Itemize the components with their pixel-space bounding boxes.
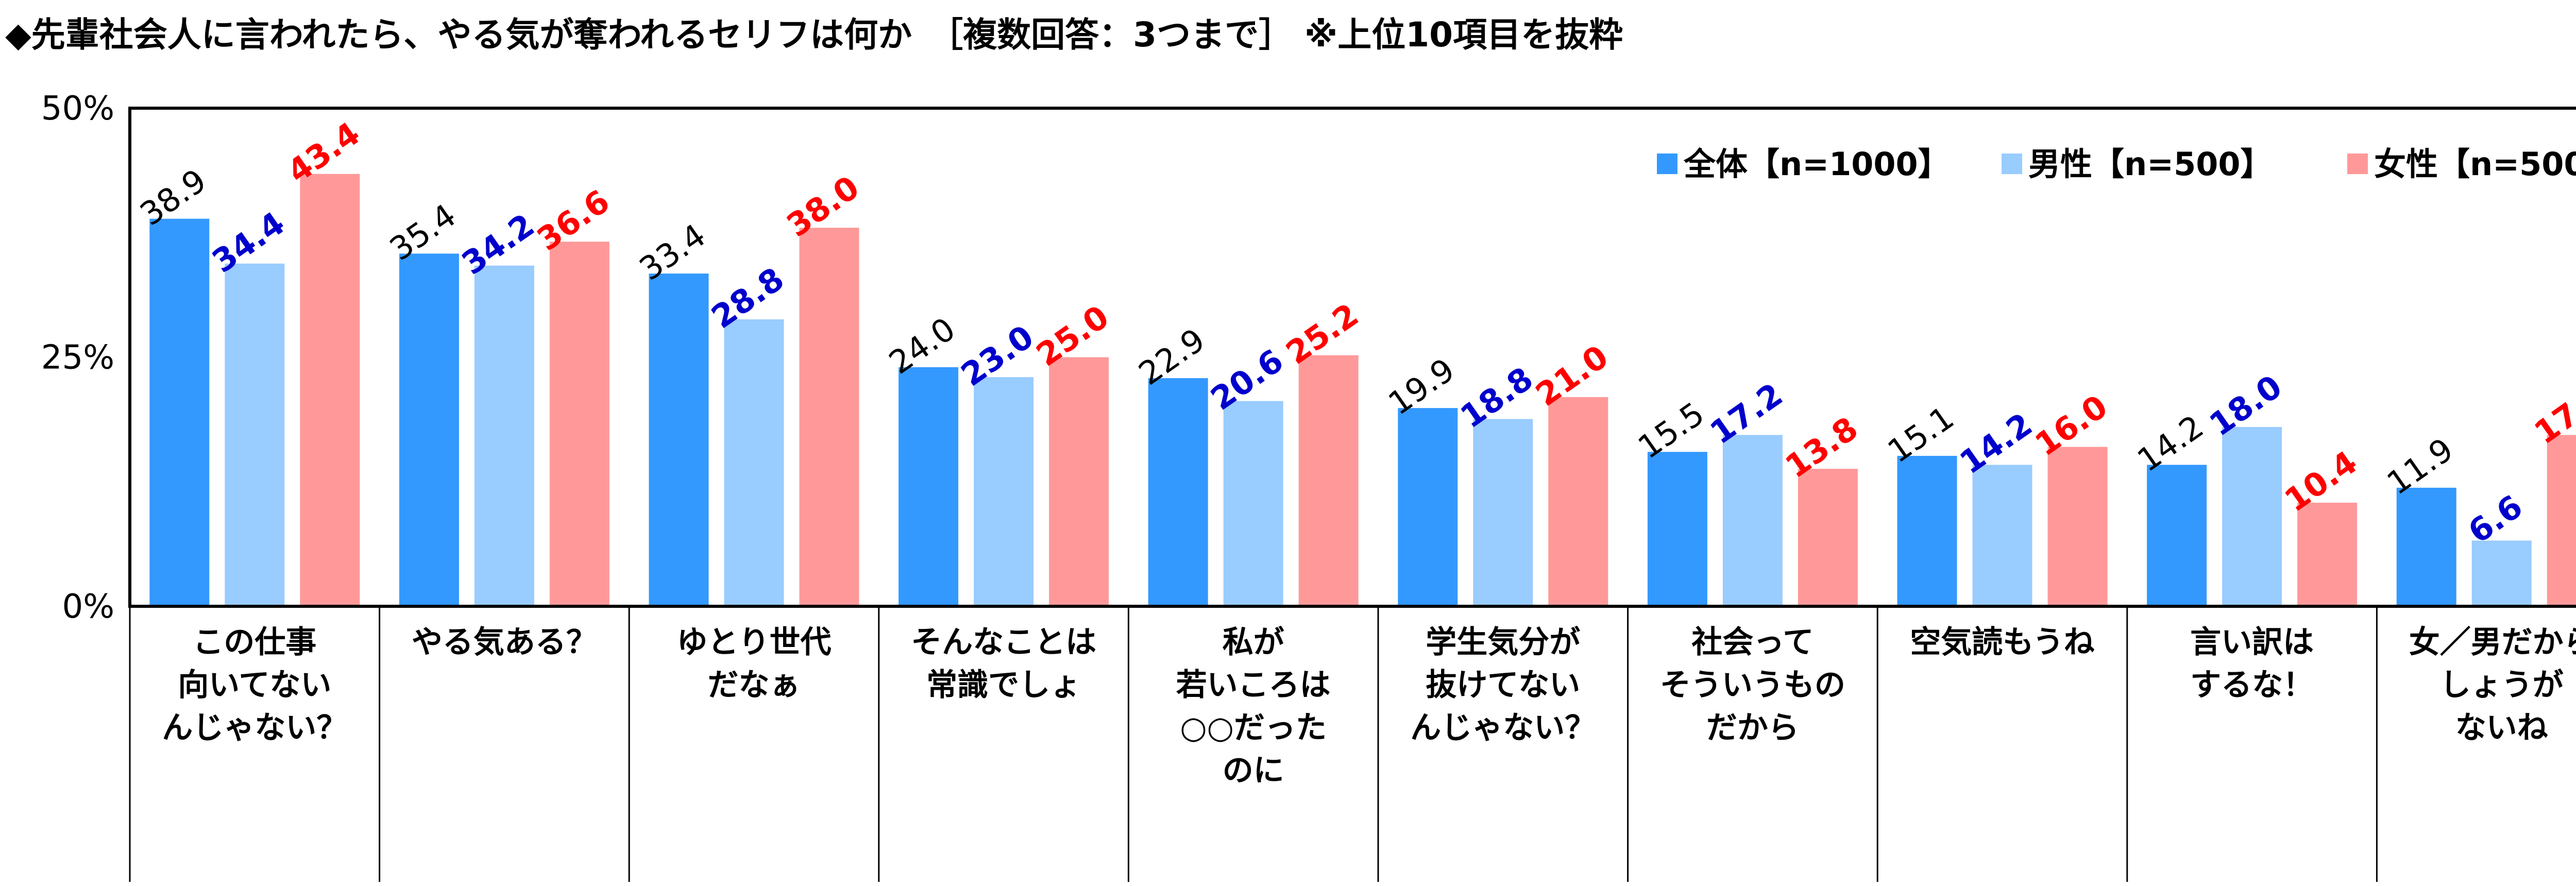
category-label: ゆとり世代だなぁ [677,624,832,703]
bar [300,174,360,606]
bar [1223,401,1283,606]
category-label: 私が若いころは○○だったのに [1176,624,1331,789]
bar [1798,469,1858,606]
bar [1722,435,1783,606]
bar [474,265,534,606]
bar [649,274,709,606]
legend-label: 全体【n=1000】 [1683,145,1950,183]
legend-label: 男性【n=500】 [2028,145,2273,183]
bar [2147,465,2207,606]
bar [1897,455,1957,606]
y-tick-label: 25% [41,339,114,377]
bar [1473,419,1533,606]
y-tick-label: 50% [41,90,114,128]
bar [1298,355,1359,606]
bar [1049,357,1109,606]
bar [899,367,959,606]
bar [2297,502,2358,606]
bar [2396,487,2456,606]
bar [2547,435,2576,606]
legend-swatch [2347,154,2368,174]
plot-area: 0%25%50%38.934.443.435.434.236.6 33.428.8… [41,90,2576,882]
bar [2471,540,2532,606]
bar [549,242,609,606]
bar [1972,465,2032,606]
bar [1548,397,1608,606]
category-label: やる気ある？ [412,624,597,660]
bar [225,263,285,607]
bar [2047,447,2108,606]
category-label: 学生気分が抜けてないんじゃない？ [1410,624,1596,746]
category-label: 空気読もうね [1910,624,2094,660]
bar [399,253,459,606]
bar [1647,452,1707,606]
bar [799,228,859,607]
chart-title: ◆先輩社会人に言われたら、やる気が奪われるセリフは何か ［複数回答：3つまで］ … [5,15,1623,55]
bar [974,377,1034,606]
category-label: 女／男だからしょうがないね [2409,624,2576,746]
bar [2222,427,2282,606]
category-label: 言い訳はするな！ [2190,624,2314,703]
category-label: 社会ってそういうものだから [1660,624,1845,746]
bar [1148,378,1208,606]
bar [724,319,784,606]
category-label: そんなことは常識でしょ [911,624,1096,703]
y-tick-label: 0% [62,588,114,626]
category-label: この仕事向いてないんじゃない？ [162,624,347,746]
bar [149,218,210,606]
legend-swatch [2002,154,2022,174]
legend-label: 女性【n=500】 [2374,145,2576,183]
legend-swatch [1657,154,1677,174]
bar [1398,408,1458,606]
